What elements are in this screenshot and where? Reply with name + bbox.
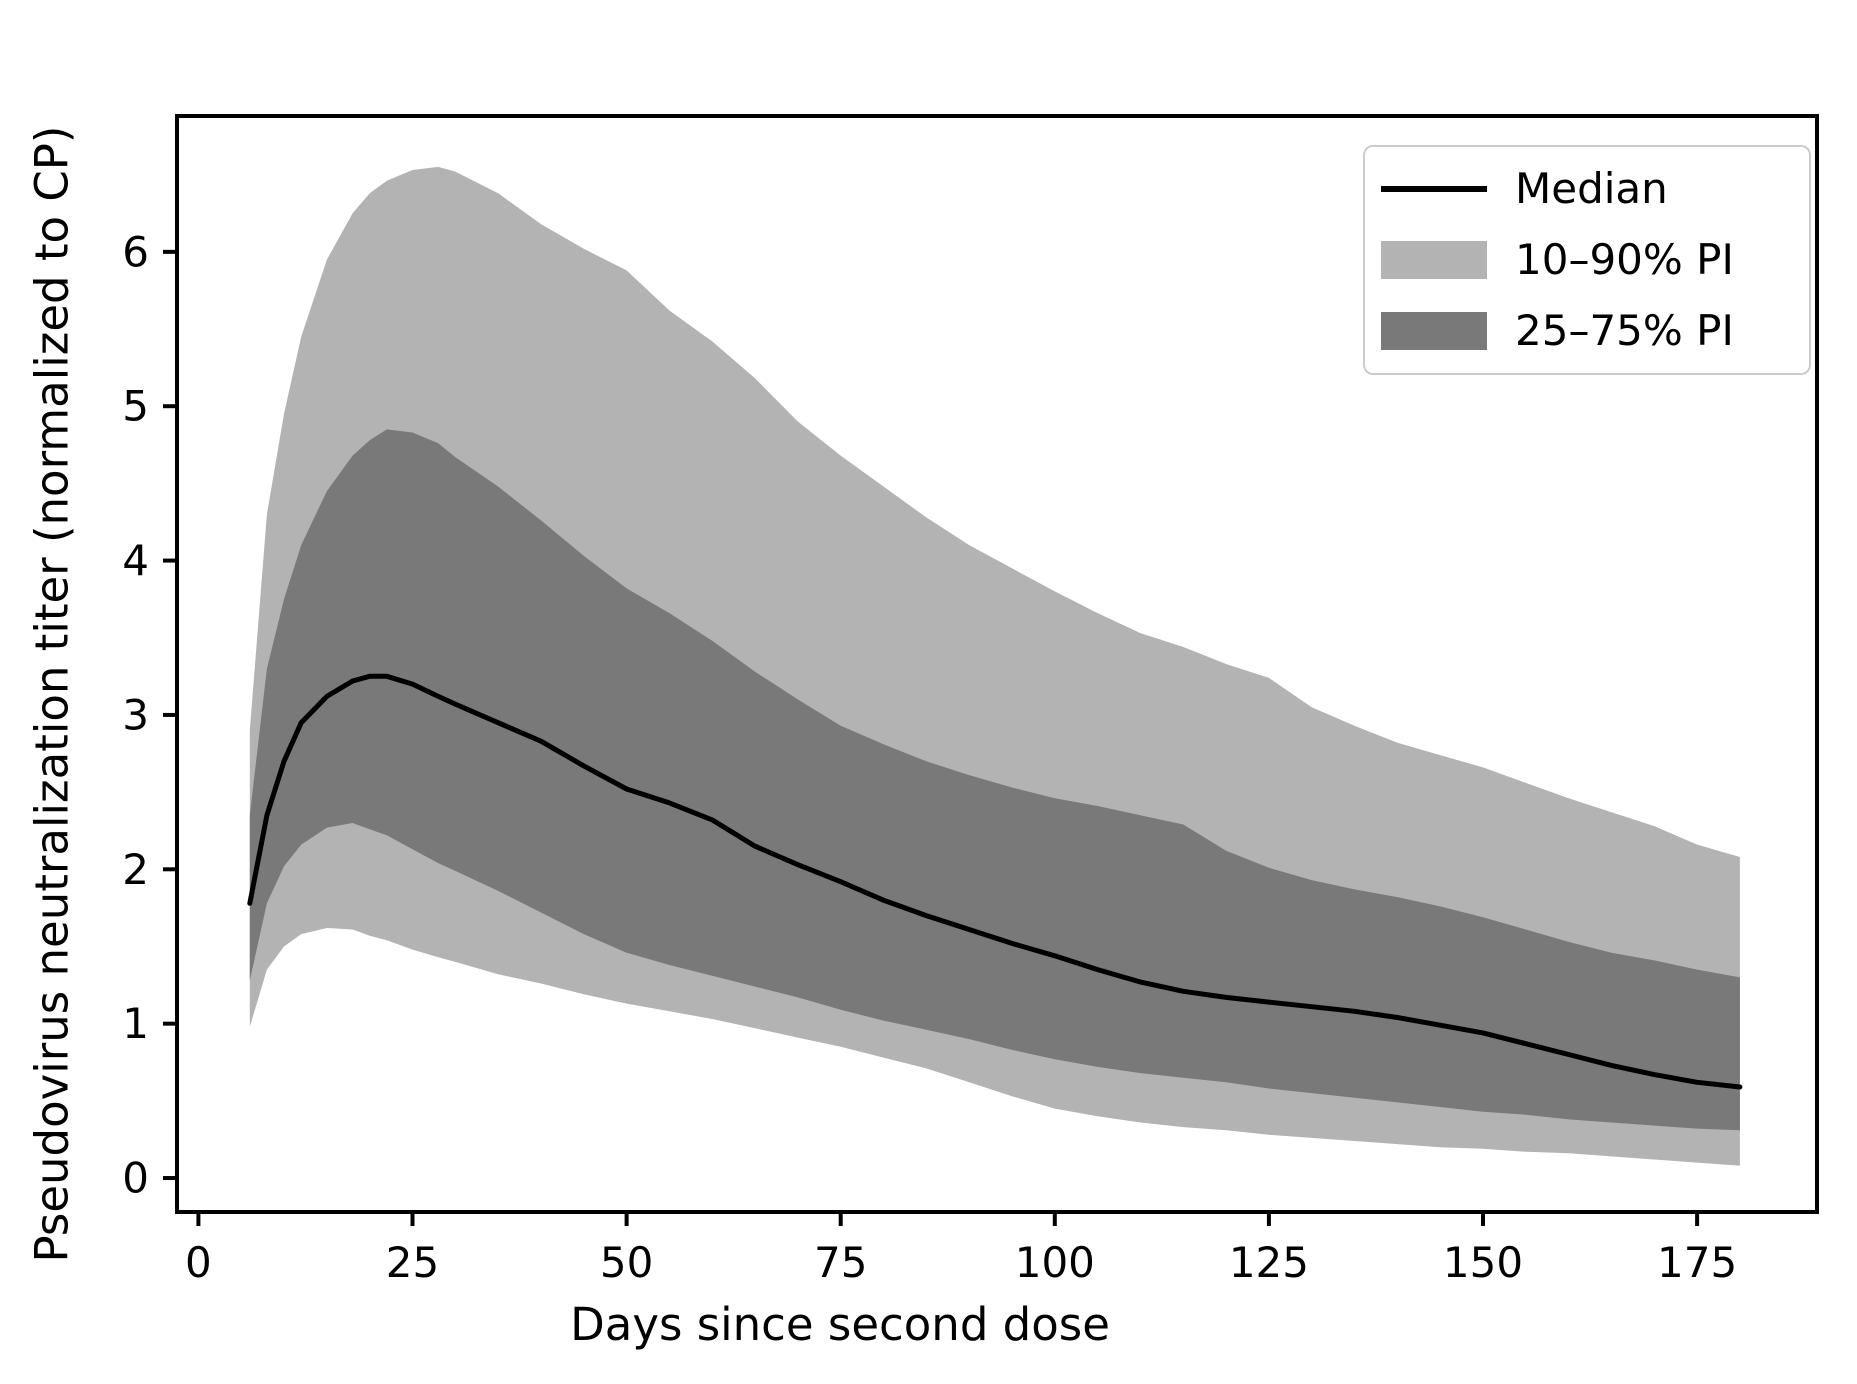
y-tick-label: 1	[122, 999, 149, 1048]
legend-item-10-90-pi: 10–90% PI	[1365, 225, 1809, 295]
y-tick-label: 5	[122, 382, 149, 431]
legend-item-median: Median	[1365, 154, 1809, 224]
median-line-icon	[1381, 185, 1487, 192]
y-tick-label: 3	[122, 690, 149, 739]
x-tick-label: 0	[185, 1238, 212, 1287]
median-line	[247, 673, 1743, 1090]
x-axis-label: Days since second dose	[570, 1298, 1110, 1351]
y-tick-label: 6	[122, 227, 149, 276]
x-tick-label: 150	[1443, 1238, 1523, 1287]
y-tick-label: 4	[122, 536, 149, 585]
y-tick-label: 2	[122, 845, 149, 894]
legend-label: Median	[1515, 163, 1668, 213]
x-tick-label: 25	[386, 1238, 439, 1287]
y-tick-label: 0	[122, 1154, 149, 1203]
x-tick-label: 125	[1229, 1238, 1309, 1287]
band-25-75	[249, 429, 1740, 1131]
x-tick-label: 100	[1015, 1238, 1095, 1287]
legend: Median 10–90% PI 25–75% PI	[1363, 145, 1811, 375]
axes-spines	[175, 114, 1819, 1214]
band-10-90-swatch-icon	[1381, 240, 1487, 279]
band-25-75-swatch-icon	[1381, 312, 1487, 351]
legend-item-25-75-pi: 25–75% PI	[1365, 296, 1809, 366]
y-axis-label: Pseudovirus neutralization titer (normal…	[25, 125, 79, 1263]
x-tick-label: 175	[1657, 1238, 1737, 1287]
legend-label: 10–90% PI	[1515, 234, 1734, 284]
legend-label: 25–75% PI	[1515, 306, 1734, 356]
x-tick-label: 50	[600, 1238, 653, 1287]
x-tick-label: 75	[814, 1238, 867, 1287]
